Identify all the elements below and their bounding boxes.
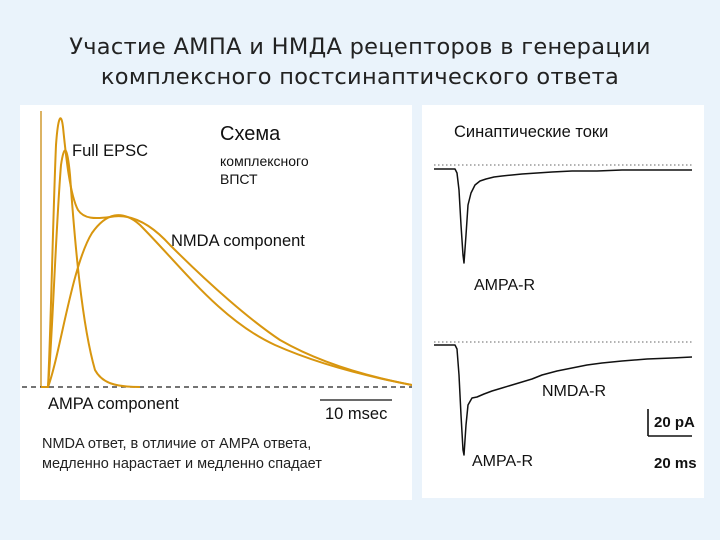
- caption-box: NMDA ответ, в отличие от АМРА ответа, ме…: [20, 427, 412, 500]
- caption-line-2: медленно нарастает и медленно спадает: [42, 456, 322, 472]
- synaptic-currents-panel: Синаптические токи AMPA-R NMDA-R AMPA-R …: [422, 105, 704, 498]
- full-epsc-trace: [41, 117, 412, 388]
- caption-line-1: NMDA ответ, в отличие от АМРА ответа,: [42, 436, 312, 452]
- slide-title-line-2: комплексного постсинаптического ответа: [100, 64, 620, 90]
- epsc-schema-panel: Full EPSC Схема комплексного ВПСТ NMDA c…: [20, 105, 412, 427]
- bottom-ampa-r-label: AMPA-R: [472, 453, 534, 470]
- currents-heading: Синаптические токи: [454, 123, 609, 141]
- ampa-component-trace: [41, 149, 141, 388]
- schema-subheading-line-1: комплексного: [220, 153, 309, 169]
- schema-subheading-line-2: ВПСТ: [220, 171, 258, 187]
- slide-title: Участие АМПА и НМДА рецепторов в генерац…: [0, 32, 720, 92]
- ampa-component-label: AMPA component: [48, 395, 179, 413]
- schema-heading: Схема: [220, 123, 281, 145]
- epsc-schema-plot: [22, 111, 412, 401]
- current-scale-label: 20 pA: [654, 414, 695, 431]
- ampa-r-current-trace: [434, 168, 692, 264]
- nmda-component-label: NMDA component: [171, 232, 305, 250]
- nmda-component-trace: [41, 214, 412, 388]
- nmda-r-label: NMDA-R: [542, 383, 606, 400]
- slide-title-line-1: Участие АМПА и НМДА рецепторов в генерац…: [69, 34, 651, 60]
- top-ampa-r-label: AMPA-R: [474, 277, 536, 294]
- nmda-ampa-current-trace: [434, 344, 693, 456]
- time-scale-label: 20 ms: [654, 455, 697, 472]
- full-epsc-label: Full EPSC: [72, 142, 149, 160]
- synaptic-currents-plot: [434, 164, 693, 456]
- schema-scale-label: 10 msec: [325, 405, 388, 423]
